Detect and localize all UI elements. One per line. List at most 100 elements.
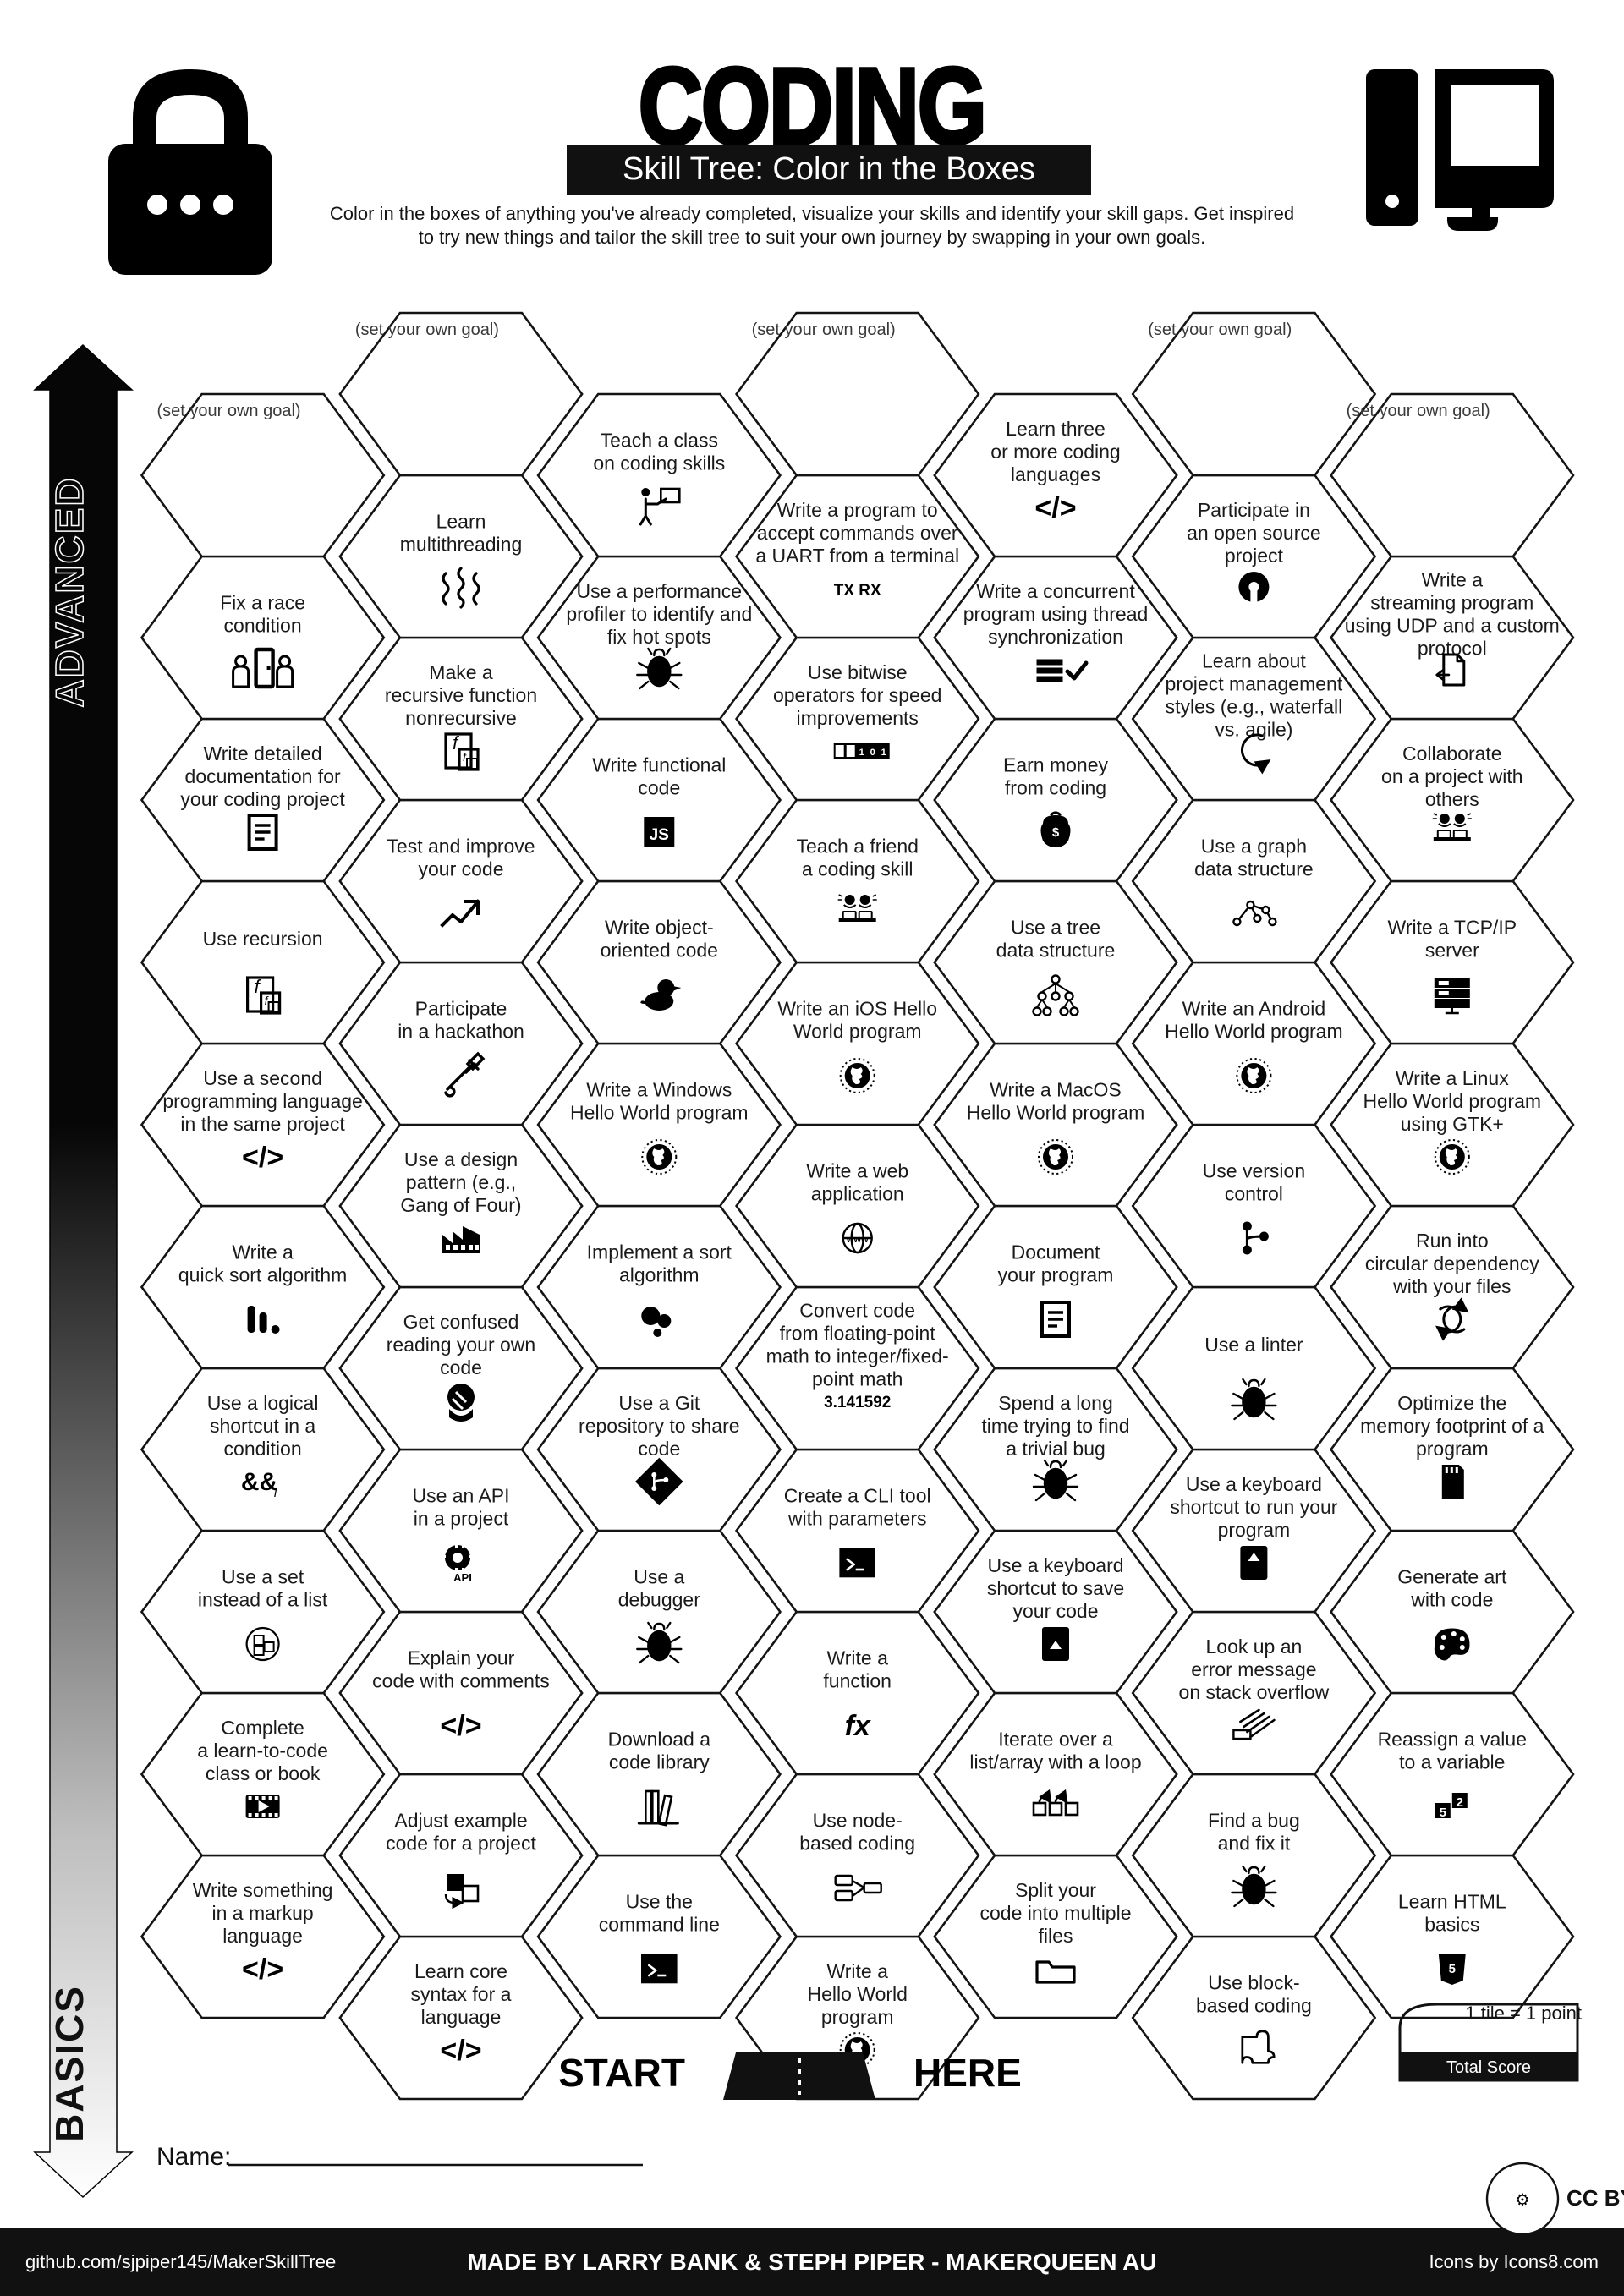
svg-text:Use a linter: Use a linter bbox=[1204, 1334, 1303, 1356]
svg-text:Teach a friend: Teach a friend bbox=[796, 836, 918, 858]
svg-text:Convert code: Convert code bbox=[799, 1300, 915, 1322]
svg-text:basics: basics bbox=[1424, 1914, 1479, 1936]
svg-text:shortcut to save: shortcut to save bbox=[987, 1577, 1124, 1599]
svg-text:Teach a class: Teach a class bbox=[601, 430, 718, 452]
svg-text:Make a: Make a bbox=[429, 661, 493, 683]
svg-text:Learn three: Learn three bbox=[1006, 418, 1106, 440]
svg-text:1 tile = 1 point: 1 tile = 1 point bbox=[1465, 2003, 1582, 2024]
svg-text:code library: code library bbox=[609, 1751, 710, 1773]
svg-text:Write detailed: Write detailed bbox=[203, 743, 321, 764]
svg-text:Use a keyboard: Use a keyboard bbox=[1186, 1473, 1322, 1495]
svg-text:Use recursion: Use recursion bbox=[203, 928, 323, 950]
svg-text:program: program bbox=[1218, 1519, 1291, 1541]
svg-text:Use block-: Use block- bbox=[1208, 1972, 1300, 1994]
svg-text:Optimize the: Optimize the bbox=[1397, 1392, 1506, 1414]
svg-text:based coding: based coding bbox=[1196, 1995, 1312, 2017]
svg-text:language: language bbox=[222, 1925, 303, 1947]
svg-text:Hello World program: Hello World program bbox=[967, 1102, 1144, 1124]
svg-text:data structure: data structure bbox=[996, 940, 1116, 962]
svg-text:$: $ bbox=[1052, 825, 1060, 840]
svg-text:Write functional: Write functional bbox=[592, 754, 726, 776]
svg-text:1: 1 bbox=[881, 748, 886, 758]
svg-text:5: 5 bbox=[1449, 1962, 1456, 1976]
svg-text:HERE: HERE bbox=[914, 2051, 1022, 2095]
svg-text:2: 2 bbox=[1457, 1795, 1463, 1810]
svg-text:shortcut to run your: shortcut to run your bbox=[1170, 1496, 1337, 1518]
svg-text:Use a logical: Use a logical bbox=[207, 1392, 319, 1414]
svg-text:Icons by Icons8.com: Icons by Icons8.com bbox=[1429, 2251, 1599, 2272]
svg-text:START: START bbox=[558, 2051, 685, 2095]
svg-text:</>: </> bbox=[440, 1710, 481, 1742]
svg-text:Use a performance: Use a performance bbox=[577, 580, 743, 602]
svg-text:with your files: with your files bbox=[1392, 1275, 1511, 1297]
svg-text:0: 0 bbox=[870, 748, 875, 758]
svg-text:Generate art: Generate art bbox=[1397, 1566, 1507, 1588]
svg-text:algorithm: algorithm bbox=[619, 1264, 700, 1286]
svg-text:project management: project management bbox=[1166, 673, 1343, 695]
svg-text:documentation for: documentation for bbox=[185, 765, 341, 787]
svg-text:your code: your code bbox=[418, 858, 503, 880]
svg-text:list/array with a loop: list/array with a loop bbox=[969, 1751, 1141, 1773]
svg-text:Hello World program: Hello World program bbox=[1165, 1021, 1342, 1043]
svg-text:Hello World program: Hello World program bbox=[1363, 1090, 1541, 1112]
svg-text:condition: condition bbox=[224, 615, 302, 637]
svg-text:function: function bbox=[823, 1670, 892, 1692]
svg-text:code with comments: code with comments bbox=[372, 1670, 550, 1692]
svg-text:accept commands over: accept commands over bbox=[757, 522, 958, 544]
svg-text:or more coding: or more coding bbox=[990, 441, 1120, 463]
svg-text:based coding: based coding bbox=[799, 1833, 915, 1855]
svg-text:(set your own goal): (set your own goal) bbox=[157, 402, 301, 420]
svg-text:multithreading: multithreading bbox=[400, 534, 522, 556]
svg-text:with parameters: with parameters bbox=[787, 1508, 927, 1530]
svg-text:BASICS: BASICS bbox=[47, 1985, 91, 2142]
svg-text:Iterate over a: Iterate over a bbox=[998, 1729, 1113, 1751]
svg-text:API: API bbox=[453, 1571, 472, 1584]
svg-text:TX RX: TX RX bbox=[834, 582, 881, 600]
svg-text:Create a CLI tool: Create a CLI tool bbox=[784, 1485, 931, 1507]
svg-text:(set your own goal): (set your own goal) bbox=[752, 321, 896, 339]
svg-text:vs. agile): vs. agile) bbox=[1215, 719, 1292, 741]
svg-text:Write a: Write a bbox=[826, 1647, 888, 1669]
svg-text:Participate: Participate bbox=[415, 998, 508, 1020]
svg-text:in a hackathon: in a hackathon bbox=[398, 1021, 524, 1043]
svg-text:Write an Android: Write an Android bbox=[1182, 998, 1326, 1020]
svg-text:Use an API: Use an API bbox=[412, 1485, 509, 1507]
svg-text:recursive function: recursive function bbox=[385, 684, 537, 706]
svg-text:Learn core: Learn core bbox=[414, 1960, 508, 1982]
svg-text:Write a: Write a bbox=[232, 1241, 294, 1263]
svg-text:Total Score: Total Score bbox=[1446, 2058, 1531, 2077]
svg-text:Participate in: Participate in bbox=[1198, 499, 1310, 521]
svg-text:World program: World program bbox=[793, 1021, 922, 1043]
svg-text:server: server bbox=[1425, 940, 1479, 962]
svg-text:Use a: Use a bbox=[634, 1566, 684, 1588]
svg-text:</>: </> bbox=[242, 1954, 283, 1986]
svg-text:quick sort algorithm: quick sort algorithm bbox=[178, 1264, 347, 1286]
svg-text:code for a project: code for a project bbox=[386, 1833, 536, 1855]
svg-text:fix hot spots: fix hot spots bbox=[607, 626, 711, 648]
svg-text:on a project with: on a project with bbox=[1381, 765, 1522, 787]
svg-text:Write a concurrent: Write a concurrent bbox=[976, 580, 1135, 602]
svg-text:3.141592: 3.141592 bbox=[824, 1394, 891, 1411]
svg-text:instead of a list: instead of a list bbox=[198, 1589, 328, 1611]
svg-text:nonrecursive: nonrecursive bbox=[405, 707, 517, 729]
svg-text:MADE BY LARRY BANK & STEPH PIP: MADE BY LARRY BANK & STEPH PIPER - MAKER… bbox=[467, 2249, 1156, 2275]
svg-text:Use the: Use the bbox=[626, 1891, 693, 1913]
svg-text:using GTK+: using GTK+ bbox=[1401, 1113, 1504, 1135]
svg-text:Write an iOS Hello: Write an iOS Hello bbox=[777, 998, 937, 1020]
svg-text:Hello World program: Hello World program bbox=[570, 1102, 748, 1124]
svg-text:Complete: Complete bbox=[221, 1717, 304, 1739]
svg-text:program: program bbox=[1416, 1438, 1489, 1460]
svg-text:streaming program: streaming program bbox=[1370, 592, 1533, 614]
svg-text:Explain your: Explain your bbox=[408, 1647, 515, 1669]
svg-text:styles (e.g., waterfall: styles (e.g., waterfall bbox=[1166, 696, 1343, 718]
svg-text:to try new things and tailor t: to try new things and tailor the skill t… bbox=[419, 227, 1206, 248]
svg-text:Name:: Name: bbox=[156, 2143, 231, 2171]
svg-text:languages: languages bbox=[1011, 463, 1100, 485]
svg-text:oriented code: oriented code bbox=[601, 940, 718, 962]
svg-text:ADVANCED: ADVANCED bbox=[47, 476, 91, 707]
svg-text:a UART from a terminal: a UART from a terminal bbox=[755, 545, 959, 567]
svg-text:your coding project: your coding project bbox=[180, 788, 345, 810]
svg-text:Find a bug: Find a bug bbox=[1208, 1810, 1300, 1832]
svg-text:pattern (e.g.,: pattern (e.g., bbox=[406, 1171, 516, 1193]
svg-text:your code: your code bbox=[1012, 1600, 1098, 1622]
